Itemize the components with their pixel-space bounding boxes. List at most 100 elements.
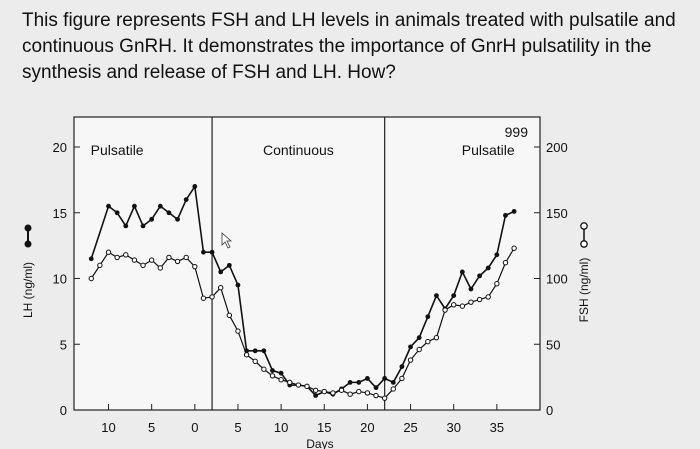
fsh-point bbox=[174, 258, 181, 265]
fsh-point bbox=[140, 262, 146, 269]
lh-point bbox=[261, 348, 267, 354]
lh-point bbox=[399, 364, 405, 370]
fsh-point bbox=[312, 387, 319, 393]
lh-point bbox=[390, 379, 396, 385]
lh-point bbox=[313, 393, 319, 398]
x-axis-label: Days bbox=[306, 437, 333, 449]
lh-point bbox=[218, 269, 224, 275]
fsh-point bbox=[131, 257, 138, 263]
lh-point bbox=[494, 252, 500, 258]
fsh-point bbox=[123, 252, 129, 258]
left-axis-label: LH (ng/ml) bbox=[21, 262, 35, 318]
lh-point bbox=[106, 203, 111, 209]
lh-point bbox=[270, 368, 275, 373]
chart-frame bbox=[73, 116, 541, 411]
lh-legend-marker bbox=[24, 240, 32, 248]
fsh-point bbox=[442, 307, 448, 313]
fsh-point bbox=[451, 302, 457, 308]
fsh-point bbox=[321, 388, 327, 395]
lh-point bbox=[123, 223, 129, 229]
x-tick-label: 10 bbox=[101, 420, 115, 435]
fsh-point bbox=[192, 263, 198, 270]
fsh-point bbox=[373, 392, 379, 399]
fsh-point bbox=[200, 295, 207, 301]
fsh-point bbox=[399, 375, 405, 382]
phase-label-3: Pulsatile bbox=[462, 142, 515, 158]
fsh-point bbox=[235, 328, 241, 334]
fsh-point bbox=[433, 334, 440, 341]
fsh-point bbox=[218, 285, 224, 291]
fsh-point bbox=[295, 382, 302, 388]
fsh-point bbox=[304, 383, 310, 390]
lh-point bbox=[468, 286, 474, 292]
fsh-point bbox=[114, 254, 120, 261]
right-axis-label: FSH (ng/ml) bbox=[577, 258, 591, 323]
fsh-point bbox=[468, 299, 474, 305]
fsh-point bbox=[97, 262, 103, 269]
right-tick-label: 0 bbox=[546, 403, 553, 418]
lh-point bbox=[485, 265, 491, 271]
x-tick-label: 5 bbox=[234, 420, 241, 435]
fsh-point bbox=[261, 366, 267, 372]
fsh-point bbox=[278, 377, 284, 383]
left-tick-label: 0 bbox=[60, 403, 67, 418]
plot-area bbox=[73, 116, 541, 411]
fsh-point bbox=[356, 388, 362, 395]
fsh-legend-marker bbox=[580, 240, 588, 248]
left-tick-label: 10 bbox=[53, 272, 67, 287]
fsh-point bbox=[166, 254, 172, 261]
fsh-point bbox=[243, 352, 250, 358]
lh-point bbox=[503, 212, 508, 218]
x-tick-label: 0 bbox=[191, 420, 198, 435]
fsh-point bbox=[209, 294, 215, 300]
fsh-point bbox=[252, 358, 258, 365]
lh-point bbox=[416, 335, 422, 341]
fsh-point bbox=[269, 373, 276, 379]
phase-label-2: Continuous bbox=[263, 142, 334, 158]
series-group bbox=[88, 184, 517, 401]
fsh-point bbox=[105, 249, 112, 255]
phase-labels: Pulsatile Continuous Pulsatile 999 bbox=[91, 124, 529, 158]
lh-point bbox=[347, 379, 353, 385]
fsh-point bbox=[425, 338, 431, 345]
lh-point bbox=[192, 184, 198, 189]
x-tick-label: 10 bbox=[274, 420, 288, 435]
fsh-point bbox=[494, 281, 500, 287]
right-tick-label: 100 bbox=[546, 272, 568, 287]
lh-point bbox=[356, 379, 362, 385]
lh-point bbox=[365, 376, 370, 381]
phase-label-1: Pulsatile bbox=[91, 142, 144, 158]
lh-point bbox=[175, 216, 180, 222]
lh-point bbox=[434, 293, 439, 298]
lh-point bbox=[149, 216, 155, 222]
lh-point bbox=[511, 209, 517, 214]
lh-point bbox=[183, 197, 189, 203]
fsh-point bbox=[390, 386, 396, 392]
fsh-point bbox=[183, 254, 189, 261]
x-tick-label: 5 bbox=[148, 420, 155, 435]
fsh-point bbox=[476, 296, 483, 303]
lh-point bbox=[425, 314, 431, 320]
left-tick-label: 5 bbox=[60, 337, 67, 352]
corner-label: 999 bbox=[505, 124, 529, 140]
right-tick-label: 50 bbox=[546, 337, 560, 352]
fsh-point bbox=[148, 257, 155, 263]
fsh-point bbox=[407, 357, 414, 363]
lh-legend-marker bbox=[24, 224, 32, 232]
lh-point bbox=[278, 370, 284, 376]
lh-point bbox=[373, 385, 379, 391]
right-tick-label: 150 bbox=[546, 206, 568, 221]
fsh-point bbox=[364, 390, 371, 396]
lh-point bbox=[88, 256, 94, 262]
fsh-point bbox=[330, 390, 336, 396]
x-tick-label: 35 bbox=[490, 420, 504, 435]
lh-point bbox=[459, 269, 465, 275]
x-axis: 10 5 0 5 10 15 20 25 30 35 Days bbox=[101, 404, 504, 449]
lh-point bbox=[252, 348, 258, 354]
fsh-legend-marker bbox=[580, 222, 588, 230]
lh-point bbox=[235, 282, 241, 288]
left-tick-label: 20 bbox=[53, 140, 67, 155]
cursor-icon bbox=[221, 232, 233, 249]
lh-point bbox=[166, 210, 172, 216]
